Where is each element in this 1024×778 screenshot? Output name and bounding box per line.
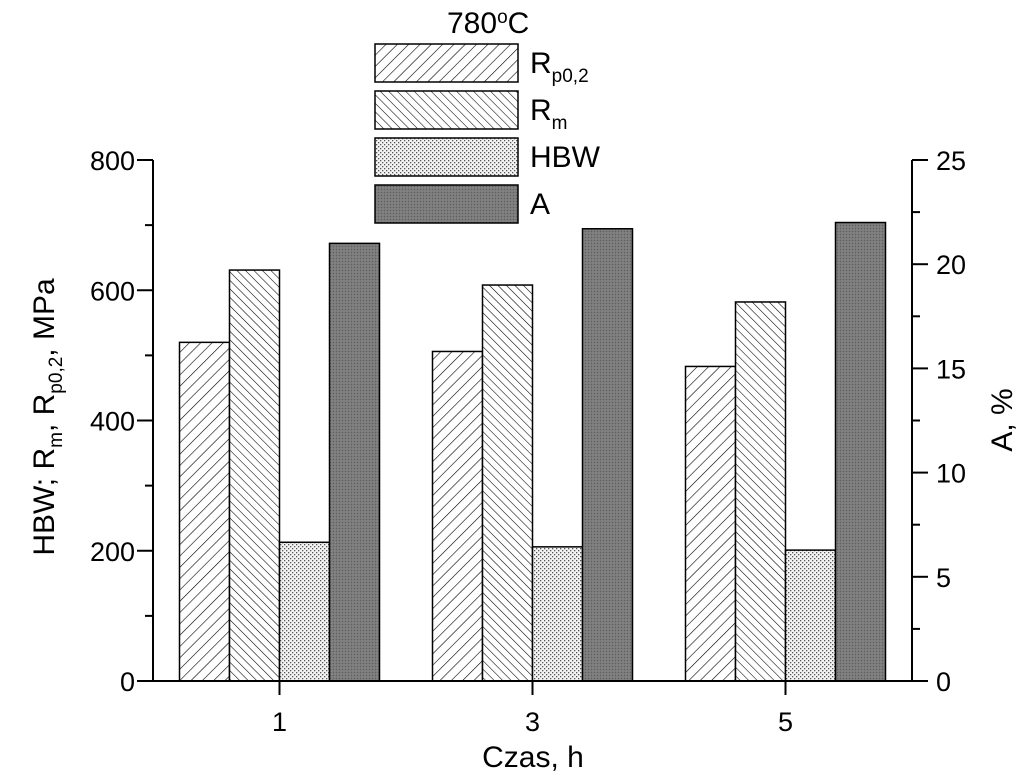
plot-title-unit: C [508, 7, 530, 40]
bar-hatch-fwd-5 [684, 365, 737, 682]
plot-title-value: 780 [447, 7, 497, 40]
right-tick-label: 15 [936, 354, 966, 384]
legend-label-sub: p0,2 [552, 66, 589, 87]
legend-swatch [374, 137, 519, 177]
legend-label: Rp0,2 [530, 47, 589, 87]
left-tick-label: 600 [90, 276, 135, 306]
legend-label: A [530, 188, 550, 221]
right-tick-label: 0 [936, 667, 951, 697]
right-tick-label: 10 [936, 459, 966, 489]
x-tick-label: 5 [778, 707, 793, 737]
right-axis-ticks: 0 5 10 15 20 25 [912, 146, 966, 697]
legend-label-main: HBW [530, 141, 601, 174]
right-axis-title: A, % [986, 388, 1019, 451]
bar-dark-1 [328, 242, 381, 682]
right-tick-label: 5 [936, 563, 951, 593]
plot-title-degree: o [497, 7, 508, 28]
bar-dark-3 [581, 228, 634, 682]
bar-hatch-back-5 [734, 301, 787, 682]
x-axis-ticks: 1 3 5 [272, 681, 793, 737]
legend-label-main: A [530, 188, 550, 221]
legend-label: Rm [530, 94, 568, 134]
left-axis-title: HBW; Rm, Rp0,2, MPa [28, 278, 67, 556]
left-axis-title-part: m [46, 432, 67, 448]
bar-dots-5 [784, 549, 837, 682]
legend-label-sub: m [552, 113, 568, 134]
x-tick-label: 3 [525, 707, 540, 737]
plot-title: 780oC [447, 7, 529, 40]
left-tick-label: 800 [90, 146, 135, 176]
left-axis-title-part: , MPa [28, 278, 61, 357]
legend-swatch [374, 43, 519, 83]
legend-label: HBW [530, 141, 601, 174]
left-axis-title-part: p0,2 [46, 357, 67, 394]
left-axis-ticks: 0 200 400 600 800 [90, 146, 153, 697]
legend-swatch [374, 184, 519, 224]
x-axis-title: Czas, h [482, 741, 584, 774]
bar-dark-5 [834, 221, 887, 682]
bar-dots-3 [531, 546, 584, 682]
left-axis-title-part: , R [28, 394, 61, 432]
left-tick-label: 200 [90, 537, 135, 567]
x-tick-label: 1 [272, 707, 287, 737]
bar-hatch-fwd-1 [178, 341, 231, 682]
left-tick-label: 400 [90, 407, 135, 437]
left-tick-label: 0 [120, 667, 135, 697]
legend-label-main: R [530, 47, 552, 80]
bars-group [178, 221, 887, 682]
bar-dots-1 [278, 541, 331, 682]
legend-label-main: R [530, 94, 552, 127]
right-tick-label: 25 [936, 146, 966, 176]
bar-hatch-back-1 [228, 269, 281, 682]
bar-hatch-back-3 [481, 284, 534, 682]
legend-swatch [374, 90, 519, 130]
left-axis-title-part: HBW; R [28, 448, 61, 556]
bar-hatch-fwd-3 [431, 350, 484, 682]
right-tick-label: 20 [936, 250, 966, 280]
